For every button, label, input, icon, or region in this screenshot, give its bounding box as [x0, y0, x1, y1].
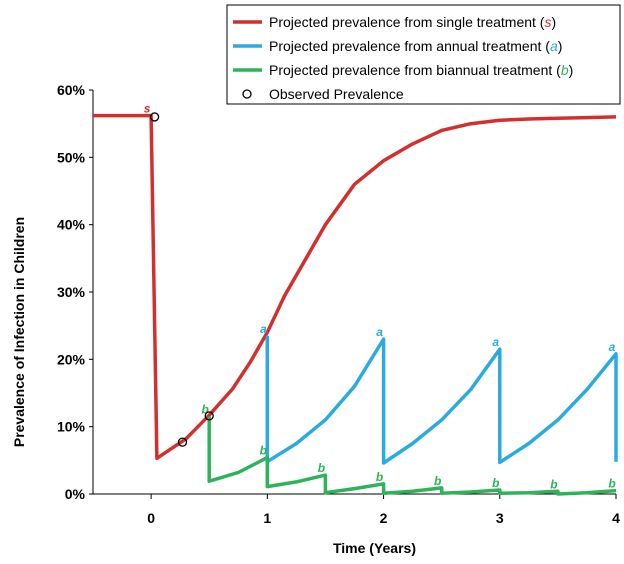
observed-layer: [149, 112, 214, 447]
legend-label: Projected prevalence from biannual treat…: [269, 62, 573, 78]
legend-marker: [242, 89, 252, 99]
observed-point: [149, 112, 160, 122]
single-treatment-line: [93, 113, 617, 461]
y-tick-label: 50%: [57, 149, 86, 165]
y-tick-label: 40%: [57, 217, 86, 233]
peak-annotation: b: [260, 444, 267, 458]
y-ticks: 0% 10% 20% 30% 40% 50% 60%: [57, 82, 93, 502]
y-tick-label: 60%: [57, 82, 86, 98]
peak-annotation: a: [260, 322, 267, 336]
legend-label: Observed Prevalence: [269, 86, 404, 102]
peak-annotation: b: [318, 461, 325, 475]
x-tick-label: 1: [263, 510, 271, 526]
observed-point: [204, 411, 214, 421]
legend-label: Projected prevalence from annual treatme…: [269, 38, 562, 54]
series-layer: [93, 113, 618, 496]
biannual-treatment-line: [207, 416, 617, 496]
peak-annotation: a: [609, 340, 616, 354]
x-tick-label: 4: [612, 510, 620, 526]
y-tick-label: 10%: [57, 419, 86, 435]
observed-point: [177, 437, 188, 447]
x-tick-label: 0: [147, 510, 155, 526]
axes-group: 0% 10% 20% 30% 40% 50% 60% 0 1 2 3 4: [57, 82, 620, 526]
peak-annotation: b: [550, 477, 557, 491]
annual-treatment-line: [265, 335, 618, 465]
peak-annotation: a: [492, 335, 499, 349]
peak-annotation: a: [376, 325, 383, 339]
legend-symbol: b: [561, 62, 569, 78]
peak-annotation: b: [202, 403, 209, 417]
y-tick-label: 30%: [57, 284, 86, 300]
legend-symbol: s: [544, 14, 551, 30]
legend: Projected prevalence from single treatme…: [226, 4, 621, 105]
annotation-layer: s a a a a b b b b b b b b: [144, 102, 616, 492]
peak-annotation: b: [608, 477, 615, 491]
x-ticks: 0 1 2 3 4: [147, 494, 620, 526]
x-axis-title: Time (Years): [333, 540, 416, 556]
peak-annotation: s: [144, 102, 151, 116]
legend-symbol: a: [550, 38, 558, 54]
peak-annotation: b: [376, 470, 383, 484]
legend-box: [226, 4, 621, 105]
y-axis-title: Prevalence of Infection in Children: [11, 217, 27, 447]
y-tick-label: 20%: [57, 351, 86, 367]
peak-annotation: b: [434, 474, 441, 488]
peak-annotation: b: [492, 476, 499, 490]
x-tick-label: 3: [496, 510, 504, 526]
y-tick-label: 0%: [65, 486, 86, 502]
x-tick-label: 2: [380, 510, 388, 526]
legend-label: Projected prevalence from single treatme…: [269, 14, 556, 30]
